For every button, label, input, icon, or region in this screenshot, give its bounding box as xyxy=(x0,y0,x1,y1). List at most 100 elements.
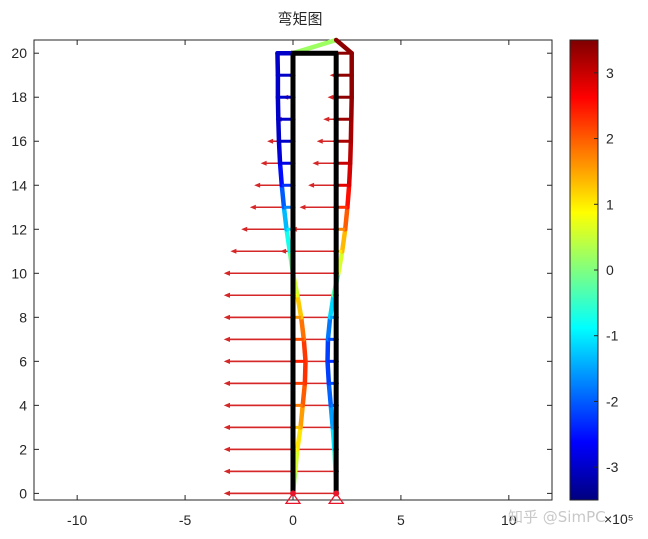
load-arrow xyxy=(223,490,337,496)
y-tick-label: 20 xyxy=(11,45,27,61)
frame-node xyxy=(333,270,339,276)
load-arrow-head xyxy=(254,182,261,188)
support-node xyxy=(290,490,296,497)
frame-node xyxy=(290,270,296,276)
frame-node xyxy=(333,380,339,386)
frame-node xyxy=(290,116,296,122)
moment-curve-right-column xyxy=(328,403,335,430)
load-arrow xyxy=(223,468,337,474)
colorbar-tick-label: -1 xyxy=(606,328,619,344)
load-arrow-head xyxy=(223,358,230,364)
frame-node xyxy=(290,358,296,364)
frame-node xyxy=(333,138,339,144)
load-arrow xyxy=(223,358,337,364)
moment-curve-right-column xyxy=(327,293,336,320)
frame-node xyxy=(290,94,296,100)
load-arrow xyxy=(223,292,337,298)
frame-node xyxy=(290,292,296,298)
chart-title: 弯矩图 xyxy=(277,10,322,28)
frame-node xyxy=(290,424,296,430)
load-arrow-head xyxy=(327,94,334,100)
y-tick-label: 8 xyxy=(19,309,27,325)
moment-curve-left-column xyxy=(302,359,308,386)
y-tick-label: 16 xyxy=(11,133,27,149)
frame-node xyxy=(333,226,339,232)
x-tick-label: -10 xyxy=(67,512,87,528)
colorbar-exponent: ×10⁵ xyxy=(604,511,634,527)
frame-node xyxy=(333,424,339,430)
colorbar-tick-label: 3 xyxy=(606,65,614,81)
moment-curve-beam xyxy=(333,37,354,56)
frame-node xyxy=(290,314,296,320)
frame-node xyxy=(333,116,339,122)
moment-curve-left-column xyxy=(277,161,285,188)
load-arrow-head xyxy=(323,116,330,122)
load-arrow xyxy=(223,336,337,342)
load-arrow xyxy=(223,270,337,276)
moment-curve-right-column xyxy=(347,138,354,166)
colorbar-tick-label: -2 xyxy=(606,393,619,409)
moment-curve-left-column xyxy=(284,227,293,254)
colorbar-tick-label: 0 xyxy=(606,262,614,278)
moment-curve-left-column xyxy=(298,315,307,342)
frame-node xyxy=(290,336,296,342)
load-arrow-head xyxy=(223,270,230,276)
moment-curve-left-column xyxy=(292,447,300,474)
moment-curve-right-column xyxy=(326,381,334,408)
frame-node xyxy=(333,314,339,320)
frame-node xyxy=(290,248,296,254)
load-arrow-head xyxy=(241,226,248,232)
load-arrow-head xyxy=(223,314,230,320)
load-arrow-head xyxy=(223,292,230,298)
load-arrow xyxy=(223,380,337,386)
frame-node xyxy=(333,292,339,298)
colorbar-tick-label: 1 xyxy=(606,196,614,212)
moment-curve-left-column xyxy=(298,403,305,430)
moment-curve-left-column xyxy=(276,138,283,166)
frame-node xyxy=(290,72,296,78)
colorbar: -3 -2 -1 0 1 2 3 ×10⁵ xyxy=(569,39,634,527)
frame-node xyxy=(290,402,296,408)
support-node xyxy=(333,490,340,497)
pin-support xyxy=(327,492,345,505)
y-tick-label: 14 xyxy=(11,177,27,193)
frame-node xyxy=(290,138,296,144)
load-arrow-head xyxy=(312,160,319,166)
moment-curve-right-column xyxy=(342,205,350,232)
y-tick-label: 18 xyxy=(11,89,27,105)
moment-curve-left-column xyxy=(281,205,289,232)
load-arrow-head xyxy=(223,402,230,408)
load-arrow-head xyxy=(223,490,230,496)
frame-node xyxy=(290,160,296,166)
load-arrow-head xyxy=(249,204,256,210)
load-arrow xyxy=(223,446,337,452)
load-arrow-head xyxy=(316,138,323,144)
load-arrow xyxy=(299,204,337,210)
load-arrow-head xyxy=(223,380,230,386)
colorbar-tick-label: -3 xyxy=(606,459,619,475)
y-tick-label: 2 xyxy=(19,441,27,457)
moment-curve-left-column xyxy=(295,425,303,452)
moment-curve-right-column xyxy=(336,249,345,276)
y-tick-label: 10 xyxy=(11,265,27,281)
moment-curve-right-column xyxy=(346,161,353,188)
y-tick-label: 4 xyxy=(19,397,27,413)
frame-node xyxy=(333,468,339,474)
load-arrow-head xyxy=(308,182,315,188)
y-tick-label: 0 xyxy=(19,485,27,501)
load-arrow xyxy=(223,314,337,320)
moment-curve-right-column xyxy=(345,183,352,210)
load-arrow xyxy=(223,402,337,408)
x-tick-label: -5 xyxy=(179,512,192,528)
x-tick-label: 5 xyxy=(397,512,405,528)
frame-node xyxy=(333,402,339,408)
moment-curve-left-column xyxy=(279,183,287,210)
load-arrow xyxy=(312,160,337,166)
frame-node xyxy=(290,204,296,210)
pin-support xyxy=(284,492,302,505)
moment-curve-right-column xyxy=(325,315,333,342)
frame-node xyxy=(333,160,339,166)
load-arrow-head xyxy=(223,446,230,452)
frame-node xyxy=(290,182,296,188)
